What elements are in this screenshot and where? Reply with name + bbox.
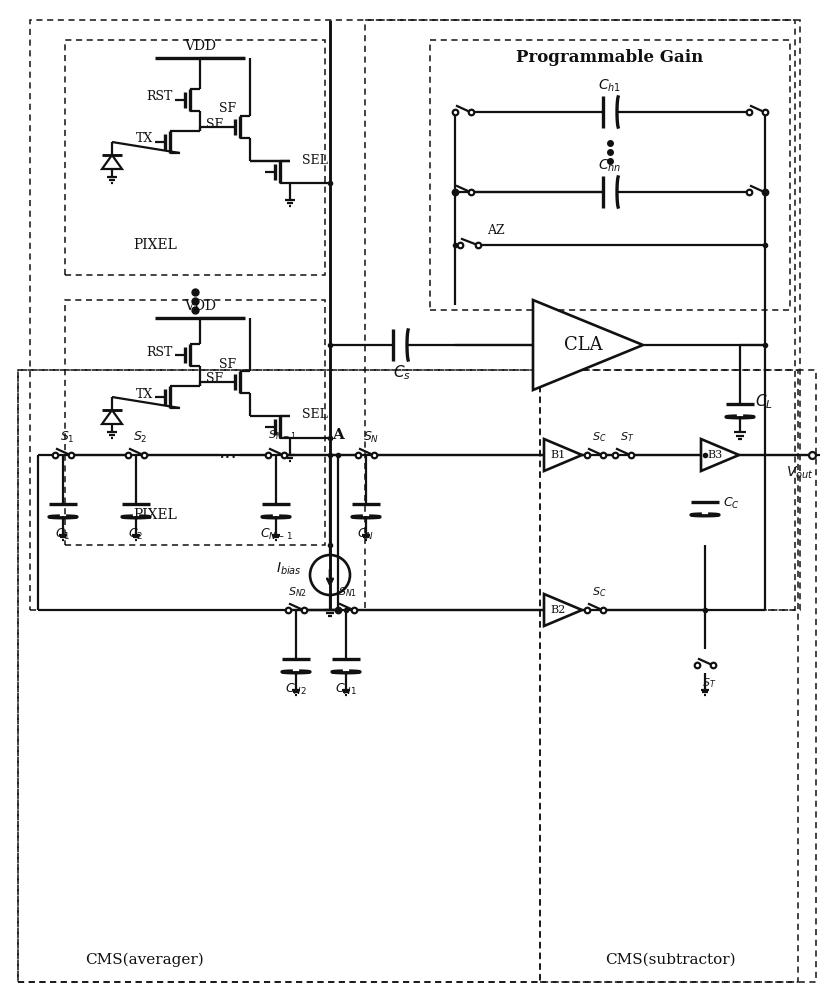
Text: ...: ... (219, 444, 238, 462)
Polygon shape (533, 300, 643, 390)
Text: $S_{N-1}$: $S_{N-1}$ (268, 428, 297, 442)
Text: VDD: VDD (184, 299, 216, 313)
Text: VDD: VDD (184, 39, 216, 53)
Text: $C_{N-1}$: $C_{N-1}$ (259, 526, 293, 542)
Text: $C_C$: $C_C$ (722, 495, 740, 511)
Polygon shape (544, 439, 582, 471)
Text: $C_s$: $C_s$ (393, 364, 411, 382)
Bar (18, 370, 816, 982)
Text: Programmable Gain: Programmable Gain (516, 49, 704, 66)
Text: $C_1$: $C_1$ (55, 526, 71, 542)
Text: SEL: SEL (302, 408, 328, 422)
Text: CMS(subtractor): CMS(subtractor) (605, 953, 736, 967)
Text: TX: TX (136, 387, 153, 400)
Text: $C_N$: $C_N$ (358, 526, 374, 542)
Text: TX: TX (136, 132, 153, 145)
Text: B1: B1 (550, 450, 565, 460)
Text: $S_T$: $S_T$ (702, 676, 716, 690)
Text: $I_{bias}$: $I_{bias}$ (276, 561, 302, 577)
Bar (365, 20, 795, 610)
Text: SEL: SEL (302, 153, 328, 166)
Text: $S_{N1}$: $S_{N1}$ (338, 585, 357, 599)
Text: B2: B2 (550, 605, 565, 615)
Text: $S_C$: $S_C$ (592, 585, 606, 599)
Text: B3: B3 (707, 450, 722, 460)
Text: CMS(averager): CMS(averager) (86, 953, 204, 967)
Text: SF: SF (219, 103, 237, 115)
Bar (540, 370, 798, 982)
Polygon shape (544, 594, 582, 626)
Text: $C_{hn}$: $C_{hn}$ (598, 158, 621, 174)
Bar (65, 40, 325, 275)
Text: $S_2$: $S_2$ (133, 429, 148, 445)
Text: $S_N$: $S_N$ (363, 429, 379, 445)
Text: SF: SF (219, 358, 237, 370)
Bar (18, 370, 540, 982)
Bar (65, 300, 325, 545)
Text: $S_C$: $S_C$ (592, 430, 606, 444)
Polygon shape (102, 155, 122, 169)
Text: A: A (332, 428, 344, 442)
Text: PIXEL: PIXEL (133, 508, 177, 522)
Text: $C_{N2}$: $C_{N2}$ (285, 681, 307, 697)
Text: $C_{h1}$: $C_{h1}$ (599, 78, 621, 94)
Text: $V_{out}$: $V_{out}$ (786, 465, 814, 481)
Text: $S_{N2}$: $S_{N2}$ (288, 585, 307, 599)
Text: AZ: AZ (487, 225, 505, 237)
Text: $C_L$: $C_L$ (755, 393, 773, 411)
Text: RST: RST (147, 346, 173, 359)
Text: $C_{N1}$: $C_{N1}$ (335, 681, 357, 697)
Polygon shape (701, 439, 739, 471)
Text: PIXEL: PIXEL (133, 238, 177, 252)
Text: RST: RST (147, 91, 173, 104)
Text: CLA: CLA (564, 336, 602, 354)
Text: SF: SF (206, 372, 223, 385)
Text: $S_1$: $S_1$ (60, 429, 75, 445)
Bar (430, 40, 790, 310)
Polygon shape (102, 410, 122, 424)
Text: $C_2$: $C_2$ (128, 526, 143, 542)
Bar (30, 20, 800, 610)
Text: SF: SF (206, 117, 223, 130)
Text: $S_T$: $S_T$ (620, 430, 635, 444)
